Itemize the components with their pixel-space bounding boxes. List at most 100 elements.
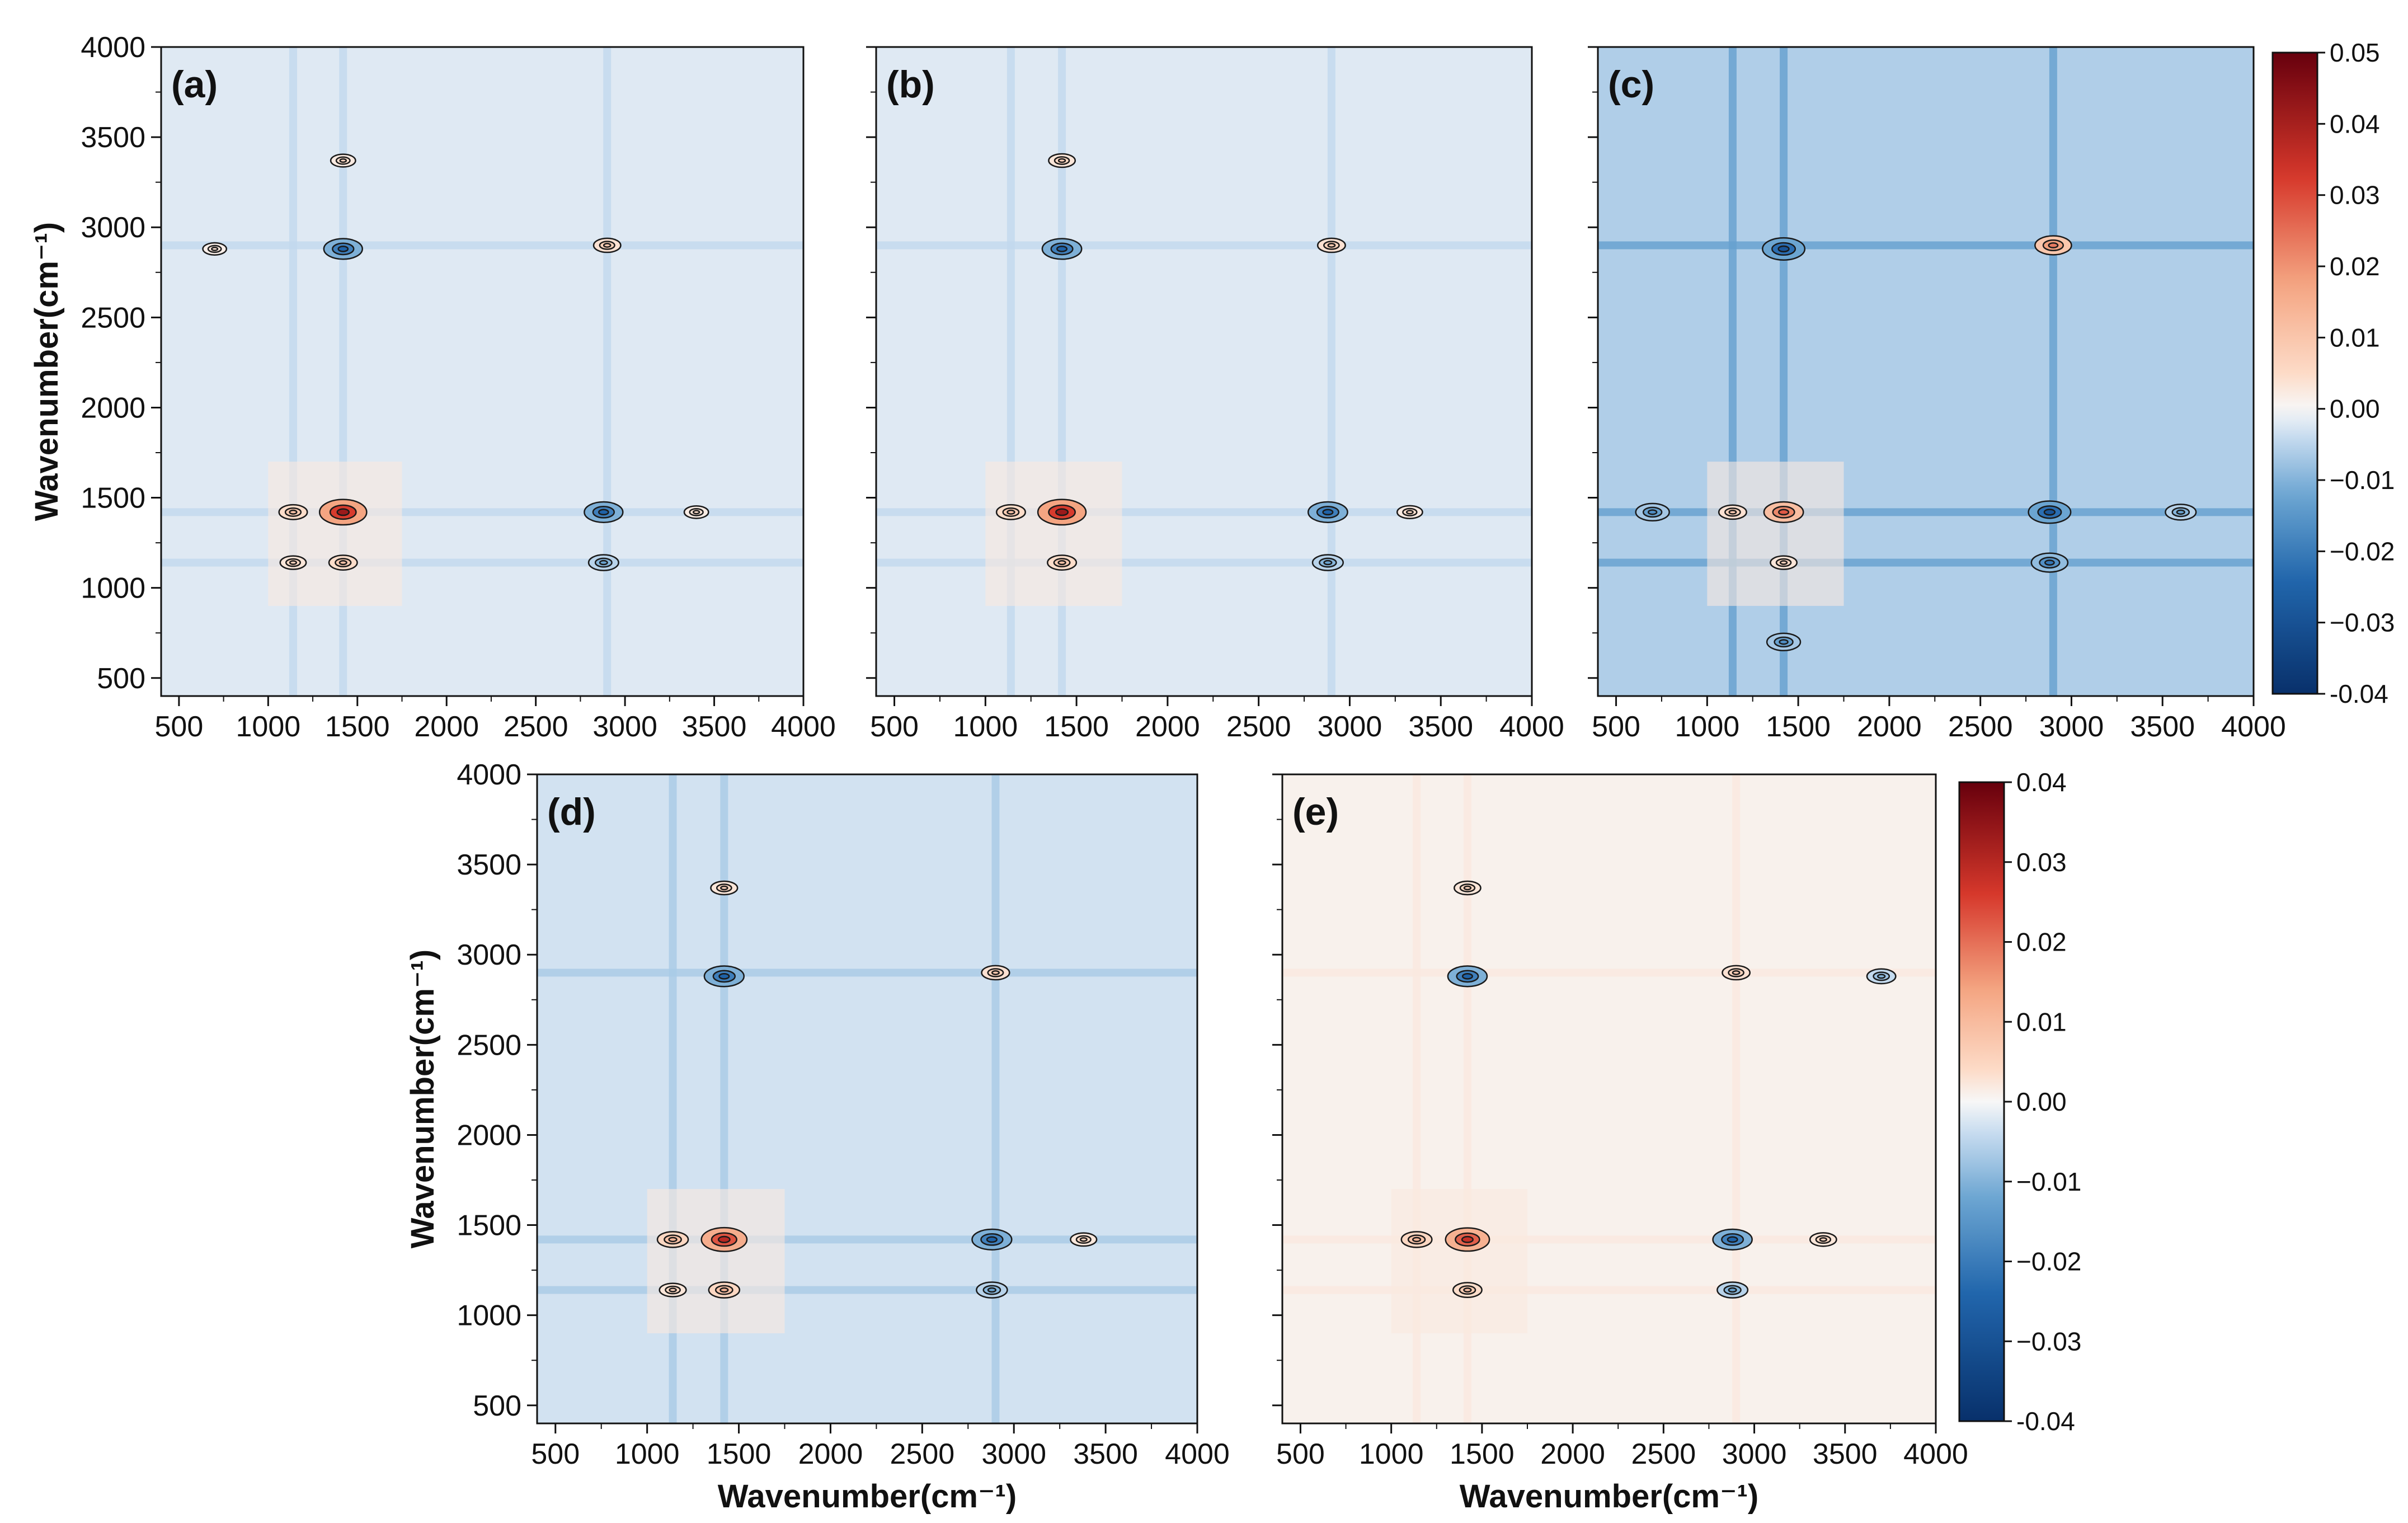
cross-peak-region	[647, 1189, 785, 1333]
x-tick-label: 3500	[2130, 711, 2195, 743]
colorbar-gradient	[2271, 51, 2318, 695]
x-tick-label: 1500	[1766, 711, 1831, 743]
heatmap-peak-contour	[1463, 1287, 1472, 1293]
heatmap-peak-contour	[717, 1235, 731, 1243]
spectral-band-horizontal	[1598, 508, 2254, 516]
spectral-band-horizontal	[1282, 1235, 1936, 1244]
spectral-band-horizontal	[876, 241, 1532, 250]
x-tick-label: 1000	[615, 1438, 680, 1470]
colorbar-tick-label: −0.02	[2330, 537, 2395, 566]
heatmap-peak-contour	[1779, 560, 1788, 565]
x-tick-label: 1000	[1675, 711, 1739, 743]
heatmap-peak-contour	[1778, 509, 1790, 516]
x-tick-label: 3500	[1073, 1438, 1138, 1470]
heatmap-peak-contour	[1463, 885, 1472, 891]
colorbar-2: 0.04 0.03 0.02 0.01 0.00 −0.01 −0.02 −0.03 -0.04	[1958, 768, 2081, 1436]
heatmap-peak-contour	[987, 1287, 997, 1293]
x-tick-label: 500	[870, 711, 919, 743]
y-tick-label: 3500	[81, 121, 145, 154]
cross-peak-region	[1391, 1189, 1527, 1333]
colorbar-tick-label: 0.03	[2016, 848, 2067, 877]
panel-label: (d)	[547, 791, 596, 833]
spectral-band-horizontal	[876, 558, 1532, 567]
cross-peak-region	[985, 462, 1122, 606]
heatmap-peak-contour	[692, 510, 700, 515]
x-tick-label: 1500	[1044, 711, 1109, 743]
x-tick-label: 3000	[2039, 711, 2104, 743]
plot-frame	[160, 46, 805, 697]
spectral-band-horizontal	[1598, 558, 2254, 567]
heatmap-peak-contour	[1323, 560, 1333, 566]
y-tick-label: 4000	[81, 31, 145, 64]
heatmap-panel-4: 500 1000 1500 2000 2500 3000 3500 4000 500 1000 15…	[405, 759, 1230, 1515]
x-tick-label: 1500	[1450, 1438, 1515, 1470]
plot-frame	[1597, 46, 2255, 697]
heatmap-peak-contour	[719, 1287, 729, 1293]
y-tick-label: 500	[473, 1390, 521, 1422]
heatmap-peak-contour	[720, 885, 728, 891]
x-tick-label: 3000	[1318, 711, 1382, 743]
cross-peak-region	[268, 462, 402, 606]
colorbar-tick-label: -0.04	[2016, 1407, 2075, 1436]
colorbar-tick-label: −0.01	[2330, 466, 2395, 495]
heatmap-peak-contour	[1727, 1236, 1738, 1243]
heatmap-peak-contour	[337, 246, 349, 252]
x-tick-label: 2000	[414, 711, 479, 743]
heatmap-peak-contour	[599, 560, 608, 566]
colorbar-tick-label: 0.02	[2016, 928, 2067, 957]
x-tick-label: 2500	[1948, 711, 2013, 743]
spectral-band-horizontal	[537, 1286, 1197, 1294]
colorbar-1: 0.05 0.04 0.03 0.02 0.01 0.00 −0.01 −0.02 −0.03 -…	[2271, 38, 2395, 708]
cross-peak-region	[1707, 462, 1844, 606]
panel-label: (a)	[171, 63, 218, 106]
y-tick-label: 2500	[457, 1029, 521, 1061]
panel-label: (e)	[1292, 791, 1339, 833]
plot-frame	[875, 46, 1533, 697]
spectral-band-vertical	[1327, 47, 1335, 696]
y-tick-label: 1000	[457, 1300, 521, 1332]
heatmap-peak-contour	[338, 560, 347, 566]
heatmap-peak-contour	[1876, 974, 1886, 979]
x-tick-label: 1500	[325, 711, 390, 743]
heatmap-peak-contour	[1405, 510, 1414, 515]
heatmap-peak-contour	[1057, 158, 1066, 163]
panel-label: (b)	[886, 63, 935, 106]
heatmap-peak-contour	[603, 243, 612, 248]
panel-label: (c)	[1608, 63, 1654, 106]
colorbar-gradient	[1958, 781, 2005, 1422]
colorbar-tick-label: 0.04	[2016, 768, 2067, 797]
heatmap-peak-contour	[289, 560, 298, 565]
y-tick-label: 2000	[457, 1119, 521, 1151]
x-tick-label: 1500	[707, 1438, 772, 1470]
heatmap-peak-contour	[2043, 509, 2056, 516]
heatmap-peak-contour	[2176, 509, 2185, 515]
colorbar-tick-label: 0.01	[2330, 323, 2380, 352]
heatmap-peak-contour	[289, 509, 298, 515]
x-tick-label: 2000	[1857, 711, 1922, 743]
y-tick-label: 3000	[457, 939, 521, 971]
heatmap-peak-contour	[1779, 639, 1789, 645]
x-tick-label: 500	[1592, 711, 1640, 743]
heatmap-panel-1: 500 1000 1500 2000 2500 3000 3500 4000 500 1000 15…	[29, 31, 836, 743]
plot-frame	[536, 773, 1198, 1425]
x-tick-label: 2500	[890, 1438, 954, 1470]
x-tick-label: 4000	[771, 711, 836, 743]
heatmap-peak-contour	[1057, 560, 1066, 566]
y-axis-label: Wavenumber(cm⁻¹)	[405, 949, 441, 1248]
heatmap-peak-contour	[1461, 973, 1473, 980]
colorbar-tick-label: 0.05	[2330, 38, 2380, 67]
spectral-band-horizontal	[1282, 969, 1936, 977]
x-tick-label: 3500	[1408, 711, 1473, 743]
heatmap-peak-contour	[1056, 246, 1068, 252]
y-tick-label: 2500	[81, 302, 145, 334]
heatmap-background	[161, 47, 803, 696]
spectral-band-vertical	[603, 47, 612, 696]
x-tick-label: 3000	[592, 711, 657, 743]
spectral-band-horizontal	[537, 969, 1197, 977]
x-tick-label: 4000	[2221, 711, 2286, 743]
x-tick-label: 1000	[236, 711, 300, 743]
heatmap-peak-contour	[1728, 1287, 1737, 1293]
heatmap-peak-contour	[1819, 1237, 1827, 1242]
x-tick-label: 2500	[1226, 711, 1291, 743]
